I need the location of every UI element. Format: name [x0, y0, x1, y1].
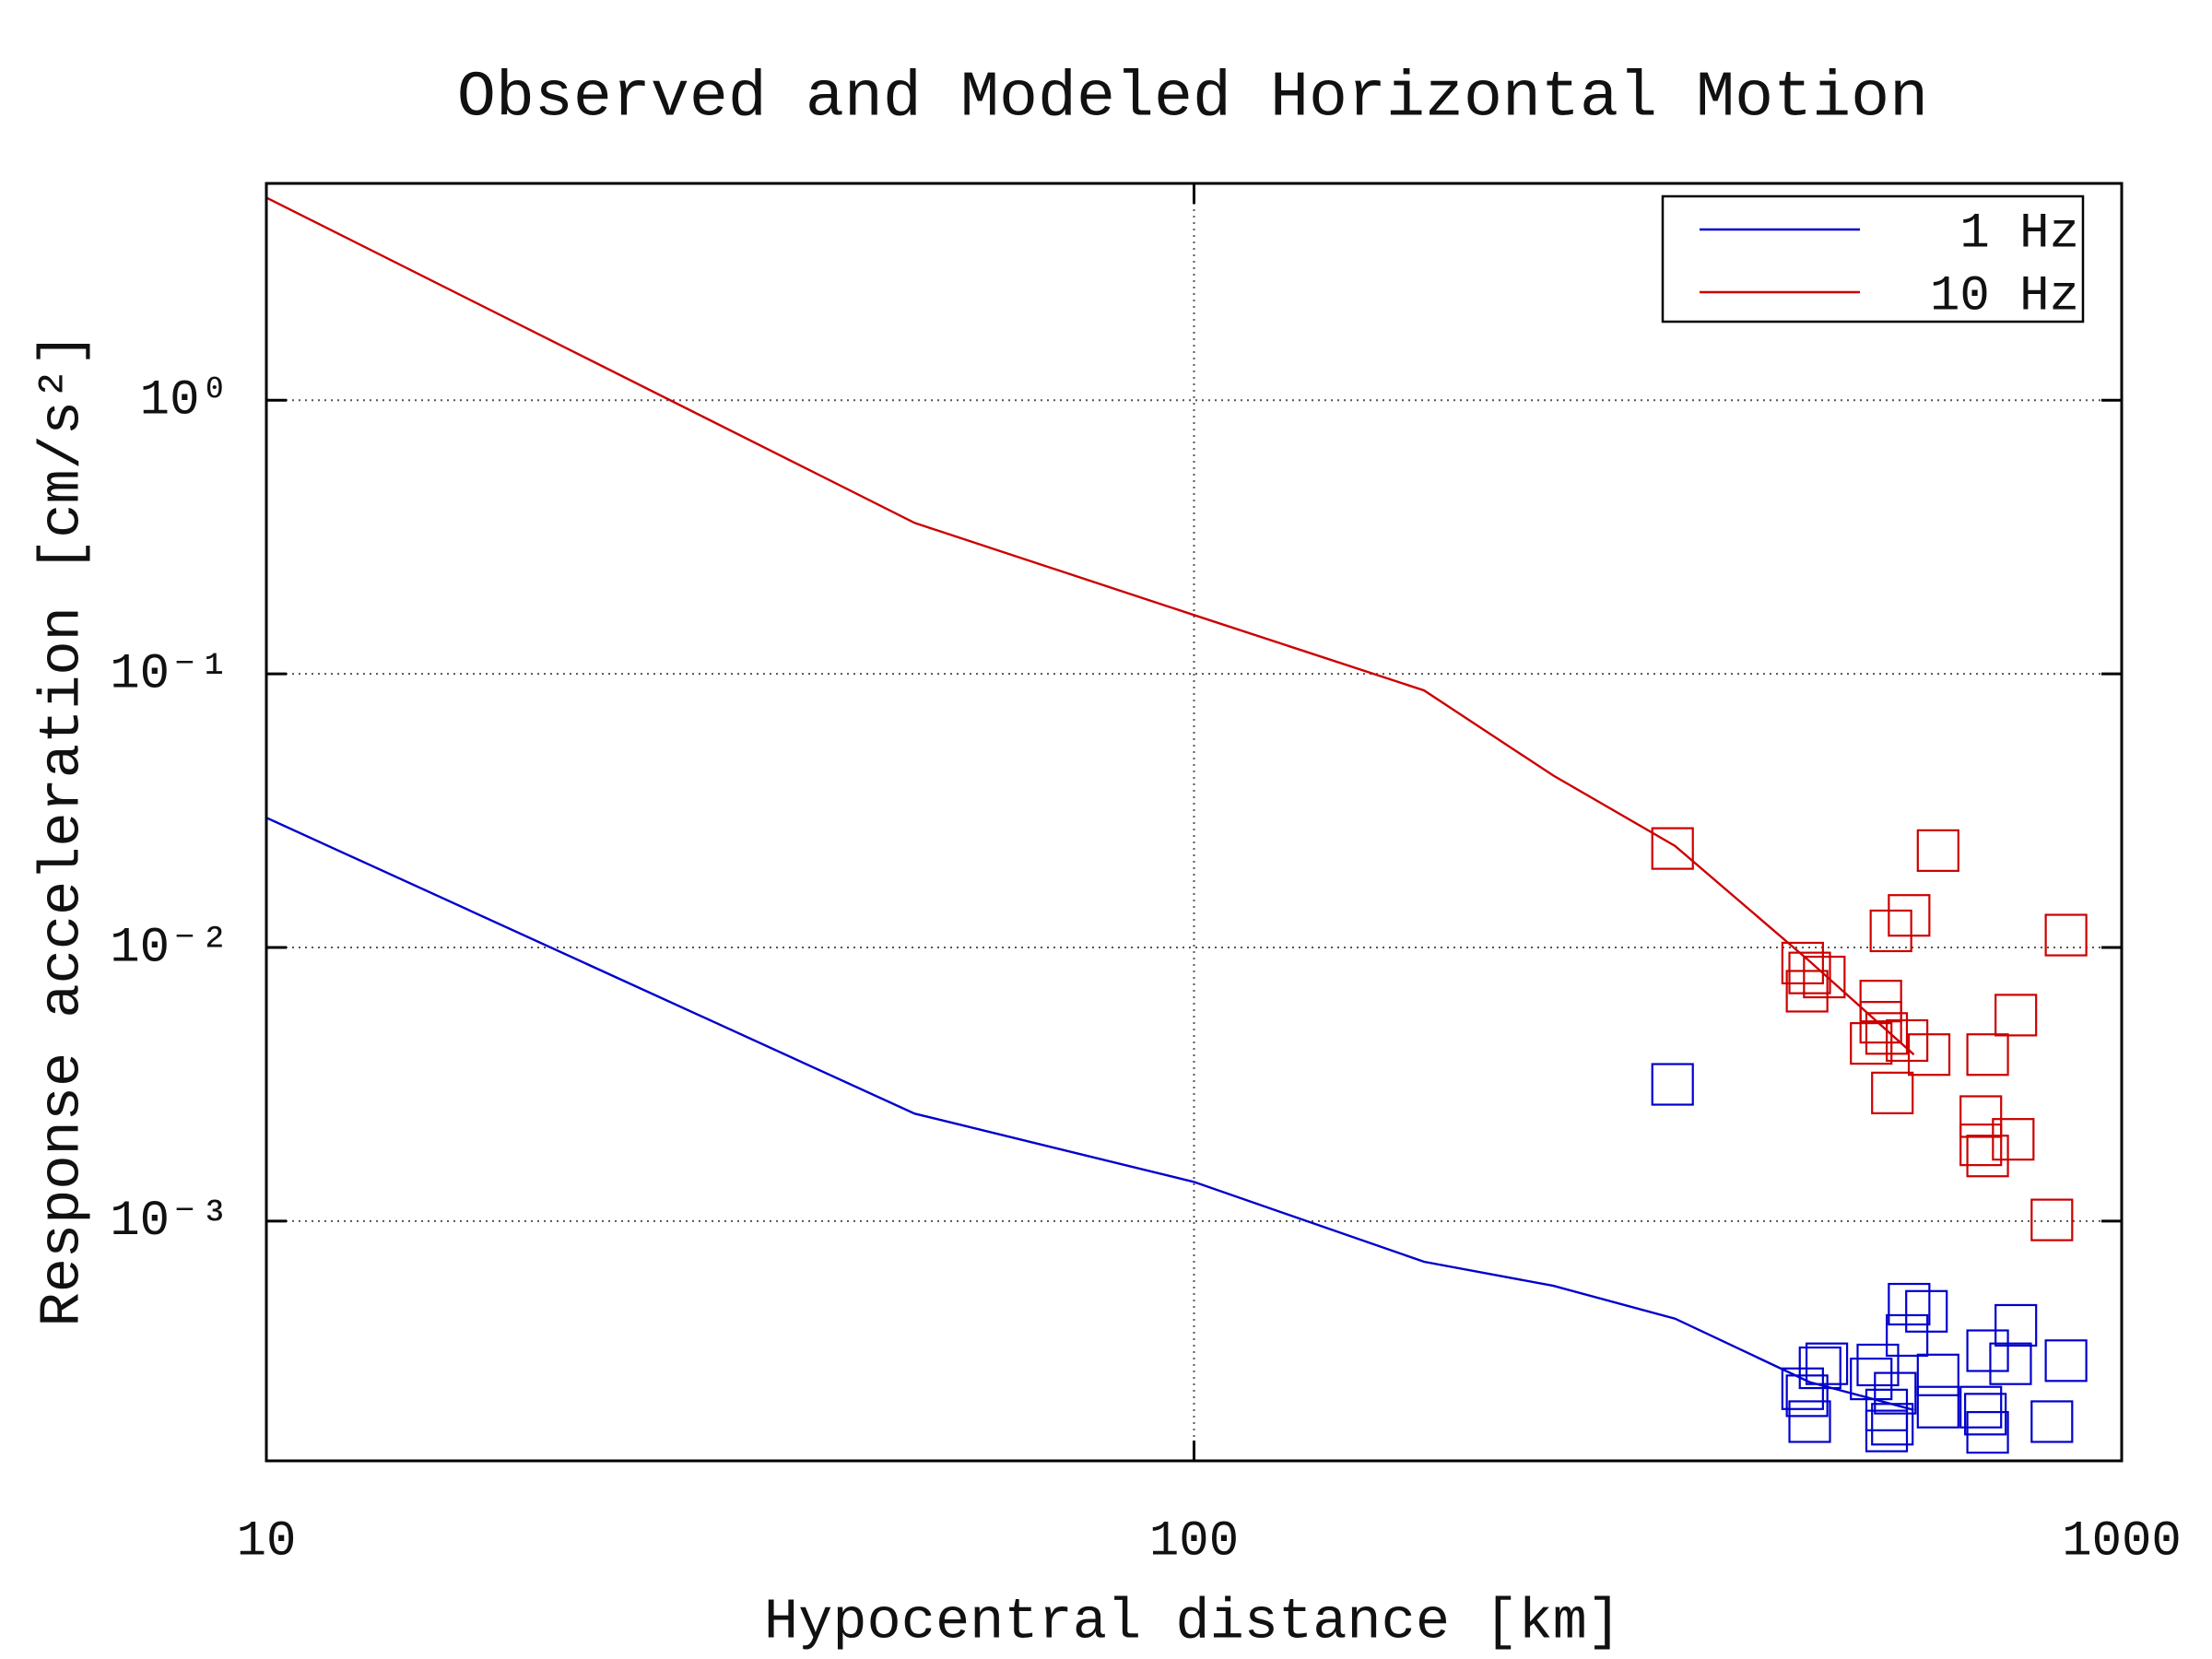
scatter-point — [1886, 1018, 1929, 1063]
line-series — [266, 196, 1915, 1056]
scatter-point — [1785, 1374, 1829, 1418]
x-axis-label: Hypocentral distance [km] — [764, 1589, 1621, 1654]
scatter-point — [1651, 827, 1694, 870]
scatter-point — [1966, 1411, 2009, 1454]
scatter-point — [1651, 1063, 1694, 1106]
y-tick-label: 10⁻² — [110, 920, 229, 976]
scatter-point — [1888, 894, 1931, 937]
scatter-point — [1916, 1353, 1959, 1396]
scatter-point — [1781, 941, 1824, 985]
scatter-point — [1959, 1124, 2003, 1167]
scatter-point — [2044, 913, 2088, 957]
scatter-point — [1959, 1095, 2003, 1138]
scatter-point — [1907, 1033, 1951, 1077]
scatter-point — [1992, 1118, 2035, 1161]
scatter-point — [1994, 994, 2038, 1037]
scatter-point — [2030, 1400, 2074, 1443]
scatter-point — [1874, 1371, 1917, 1415]
scatter-point — [1869, 909, 1912, 953]
scatter-point — [1966, 1033, 2009, 1077]
scatter-point — [1966, 1135, 2009, 1178]
scatter-point — [1788, 951, 1831, 994]
x-tick-label: 10 — [237, 1513, 297, 1570]
y-axis-label: Response acceleration [cm/s²] — [29, 333, 95, 1327]
legend-label: 10 Hz — [1930, 268, 2079, 324]
scatter-point — [1781, 1367, 1824, 1410]
scatter-point — [1871, 1071, 1914, 1114]
legend-box — [1661, 194, 2085, 324]
scatter-point — [1788, 1400, 1831, 1443]
scatter-point — [1888, 1282, 1931, 1326]
scatter-point — [1994, 1303, 2038, 1347]
x-tick-label: 100 — [1149, 1513, 1239, 1570]
scatter-point — [2044, 1339, 2088, 1382]
legend-label: 1 Hz — [1959, 206, 2079, 262]
chart-title: Observed and Modeled Horizontal Motion — [457, 62, 1928, 135]
scatter-point — [2030, 1198, 2074, 1241]
y-tick-label: 10⁰ — [140, 373, 229, 429]
line-series — [266, 817, 1914, 1411]
plot-frame — [265, 182, 2124, 1463]
scatter-point — [1916, 1385, 1959, 1429]
scatter-point — [1959, 1385, 2003, 1429]
scatter-point — [1916, 829, 1959, 872]
scatter-point — [1785, 970, 1829, 1013]
scatter-point — [1856, 1343, 1900, 1387]
y-tick-label: 10⁻³ — [110, 1194, 229, 1250]
scatter-point — [1850, 1022, 1893, 1065]
x-tick-label: 1000 — [2062, 1513, 2182, 1570]
scatter-point — [1989, 1342, 2032, 1385]
scatter-point — [1865, 1409, 1909, 1453]
scatter-point — [1966, 1329, 2009, 1372]
scatter-point — [1803, 955, 1846, 999]
scatter-point — [1964, 1393, 2007, 1436]
y-tick-label: 10⁻¹ — [110, 646, 229, 702]
scatter-point — [1886, 1313, 1929, 1358]
